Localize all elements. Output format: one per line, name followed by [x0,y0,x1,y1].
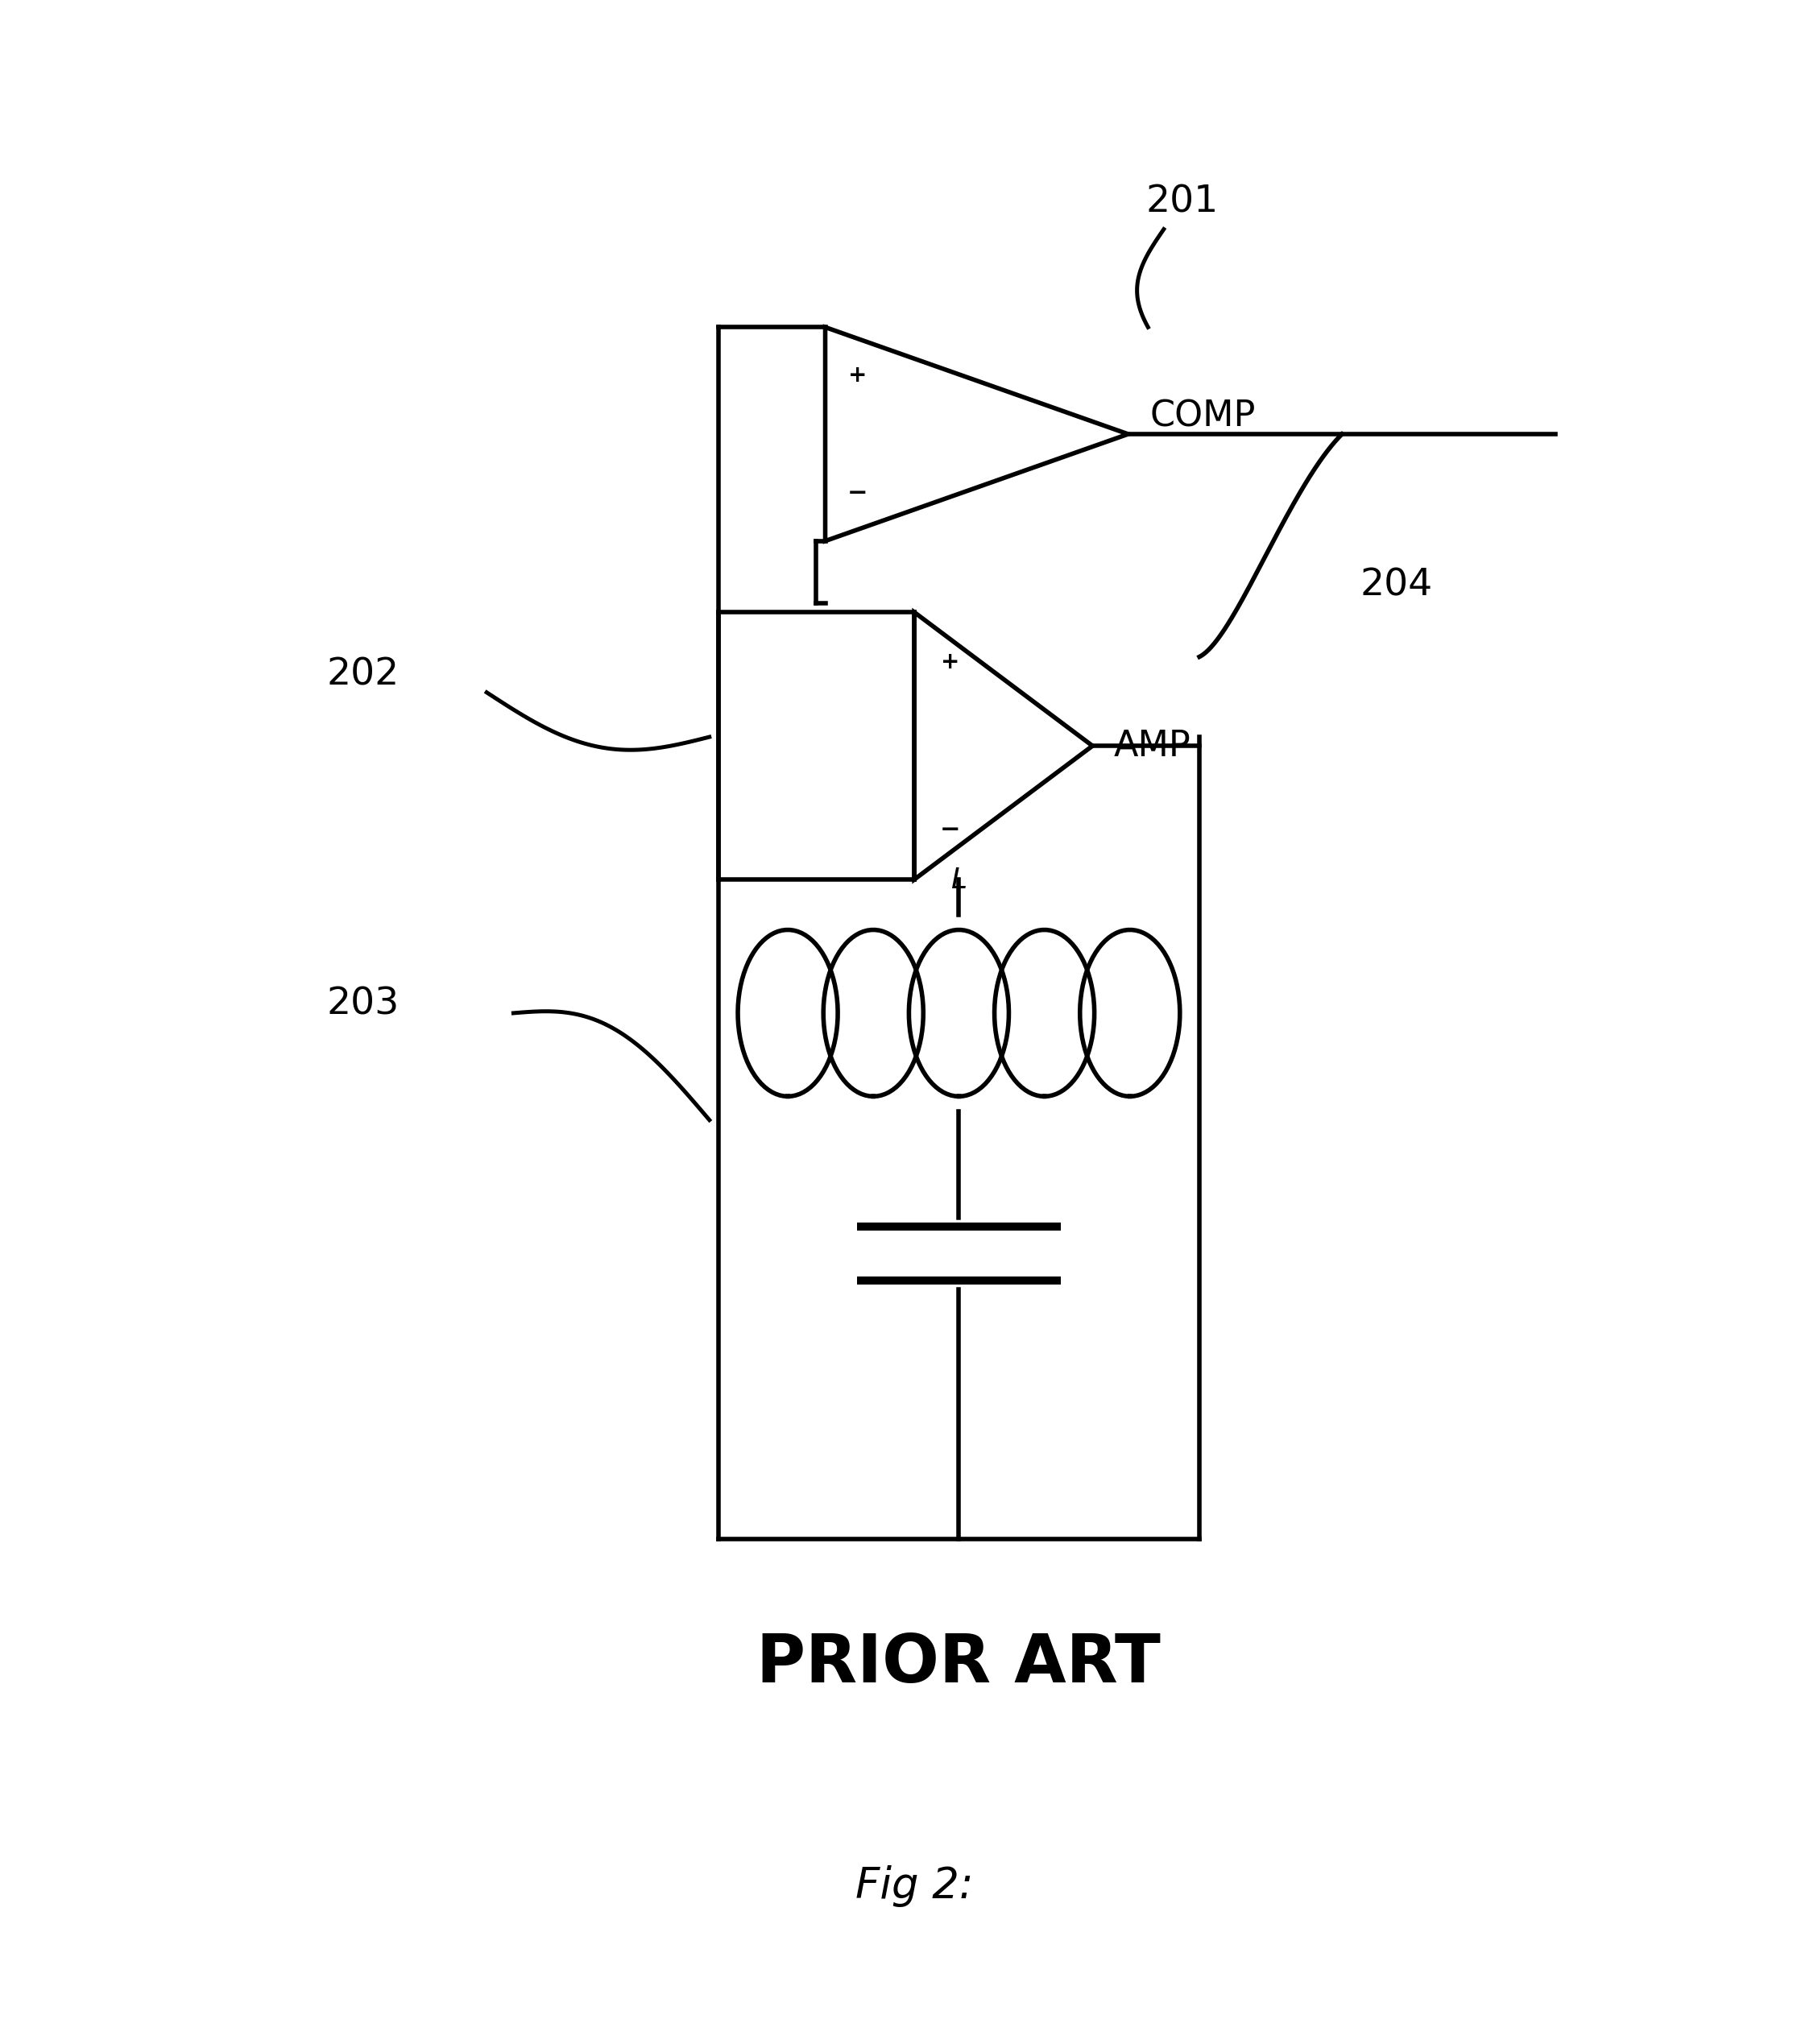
Text: −: − [846,480,868,505]
Text: 203: 203 [326,985,400,1022]
Text: COMP: COMP [1149,399,1255,433]
Text: +: + [941,650,959,672]
Text: −: − [940,818,961,842]
Text: 201: 201 [1146,184,1219,221]
Text: PRIOR ART: PRIOR ART [757,1631,1162,1697]
Text: 202: 202 [326,656,400,693]
Text: +: + [848,364,866,386]
Text: L: L [950,867,966,893]
Text: Fig 2:: Fig 2: [855,1864,974,1907]
Text: AMP: AMP [1113,728,1191,762]
Text: 204: 204 [1359,568,1433,603]
